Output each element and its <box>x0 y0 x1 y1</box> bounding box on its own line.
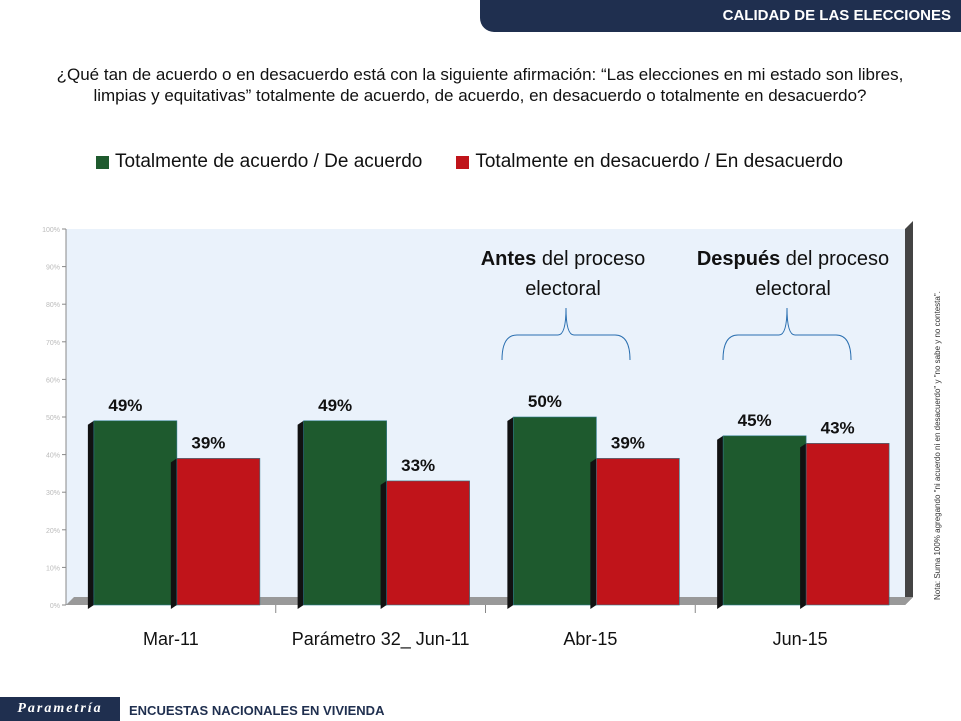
annotation-before: Antes del proceso electoral <box>448 244 678 304</box>
annotation-bold: Antes <box>480 248 537 270</box>
annotation-bold: Después <box>696 248 781 270</box>
legend-label: Totalmente en desacuerdo / En desacuerdo <box>475 151 843 172</box>
data-label: 33% <box>401 456 435 475</box>
data-label: 49% <box>108 396 142 415</box>
data-label: 39% <box>611 433 645 452</box>
y-tick-label: 0% <box>50 603 60 610</box>
annotation-text: del proceso electoral <box>525 248 646 300</box>
data-label: 43% <box>821 418 855 437</box>
bar-side <box>87 420 94 609</box>
data-label: 50% <box>528 392 562 411</box>
bracket-icon <box>722 307 852 361</box>
bar-side <box>507 417 514 609</box>
legend: Totalmente de acuerdo / De acuerdo Total… <box>96 151 843 173</box>
y-tick-label: 20% <box>46 528 60 535</box>
section-title: CALIDAD DE LAS ELECCIONES <box>480 0 961 32</box>
bar-side <box>590 458 597 609</box>
legend-swatch <box>456 155 470 169</box>
x-tick-label: Jun-15 <box>773 629 828 649</box>
y-tick-label: 40% <box>46 453 60 460</box>
bar <box>303 420 387 606</box>
y-tick-label: 80% <box>46 302 60 309</box>
plot-floor <box>66 597 913 605</box>
bar-side <box>170 458 177 609</box>
legend-swatch <box>96 155 109 169</box>
footnote: Nota: Suma 100% agregando "ni acuerdo ni… <box>933 291 942 600</box>
y-tick-label: 90% <box>46 265 60 272</box>
bar-side <box>800 443 807 609</box>
bar <box>93 420 178 606</box>
bar <box>386 480 470 606</box>
x-tick-label: Mar-11 <box>143 629 199 649</box>
bar-side <box>297 420 304 609</box>
y-tick-label: 60% <box>46 377 60 384</box>
legend-item-agree: Totalmente de acuerdo / De acuerdo <box>96 151 422 173</box>
footer-text: ENCUESTAS NACIONALES EN VIVIENDA <box>129 703 385 718</box>
y-tick-label: 50% <box>46 415 60 422</box>
question-text: ¿Qué tan de acuerdo o en desacuerdo está… <box>56 65 904 105</box>
bar-side <box>717 435 724 609</box>
plot-side-wall <box>905 221 913 605</box>
x-tick-label: Abr-15 <box>563 629 617 649</box>
data-label: 39% <box>191 433 225 452</box>
x-tick-label: Parámetro 32_ Jun-11 <box>292 629 470 650</box>
data-label: 45% <box>738 411 772 430</box>
y-tick-label: 30% <box>46 490 60 497</box>
bracket-icon <box>501 307 631 361</box>
y-tick-label: 10% <box>46 565 60 572</box>
y-tick-label: 70% <box>46 340 60 347</box>
parametria-logo: Parametría <box>0 697 120 721</box>
bar <box>596 458 680 606</box>
annotation-text: del proceso electoral <box>755 248 890 300</box>
bar <box>176 458 261 606</box>
bar <box>513 416 597 606</box>
bar <box>805 443 890 606</box>
annotation-after: Después del proceso electoral <box>678 244 908 304</box>
plot-area <box>66 229 905 605</box>
bar <box>722 435 807 606</box>
legend-label: Totalmente de acuerdo / De acuerdo <box>115 151 423 172</box>
bar-side <box>380 480 387 609</box>
data-label: 49% <box>318 396 352 415</box>
legend-item-disagree: Totalmente en desacuerdo / En desacuerdo <box>456 151 843 173</box>
y-tick-label: 100% <box>42 227 60 234</box>
